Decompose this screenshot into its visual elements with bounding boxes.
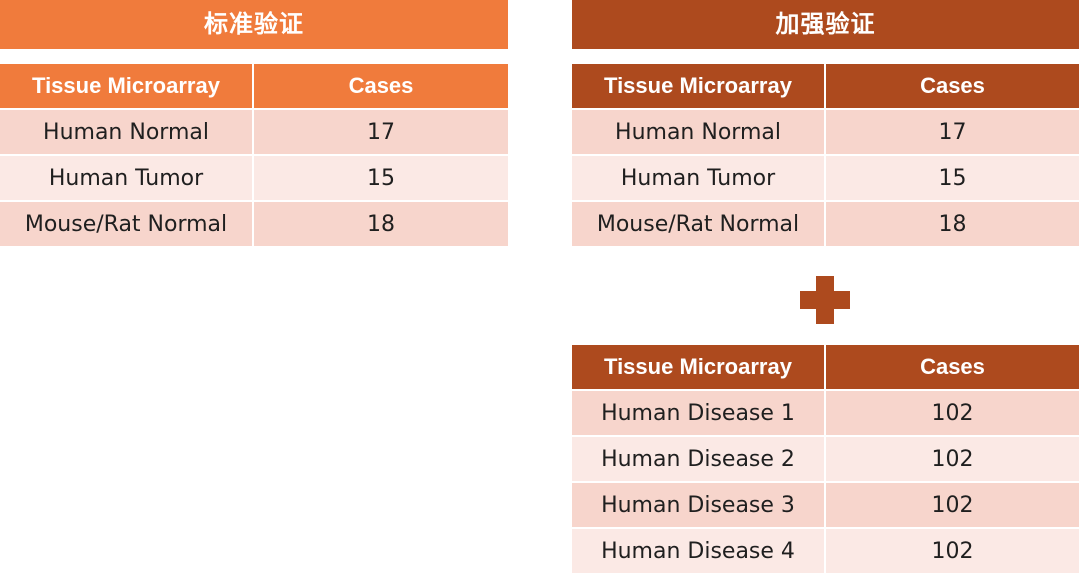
standard-validation-title: 标准验证	[0, 0, 508, 49]
standard-validation-panel: 标准验证 Tissue Microarray Cases Human Normal 1…	[0, 0, 508, 248]
cases-header: Cases	[825, 64, 1079, 110]
cases-header: Cases	[253, 64, 508, 110]
tissue-name-cell: Human Normal	[0, 109, 254, 156]
table-row: Human Disease 3 102	[572, 482, 1079, 529]
table-row: Human Disease 2 102	[572, 436, 1079, 483]
table-row: Human Tumor 15	[0, 155, 508, 202]
case-count-cell: 102	[825, 482, 1079, 529]
cases-header: Cases	[825, 345, 1079, 391]
case-count-cell: 102	[825, 390, 1079, 437]
plus-icon-vertical-bar	[816, 276, 834, 324]
tissue-name-cell: Human Tumor	[0, 155, 254, 202]
table-row: Mouse/Rat Normal 18	[0, 201, 508, 248]
table-header-row: Tissue Microarray Cases	[572, 64, 1079, 110]
case-count-cell: 15	[825, 155, 1079, 202]
case-count-cell: 17	[825, 109, 1079, 156]
case-count-cell: 18	[253, 201, 508, 248]
case-count-cell: 102	[825, 436, 1079, 483]
tissue-name-cell: Human Tumor	[572, 155, 826, 202]
tissue-name-cell: Mouse/Rat Normal	[0, 201, 254, 248]
plus-icon	[800, 276, 850, 324]
tissue-name-cell: Human Disease 2	[572, 436, 826, 483]
case-count-cell: 17	[253, 109, 508, 156]
case-count-cell: 102	[825, 528, 1079, 575]
table-row: Mouse/Rat Normal 18	[572, 201, 1079, 248]
tissue-name-cell: Human Disease 3	[572, 482, 826, 529]
table-row: Human Disease 1 102	[572, 390, 1079, 437]
table-row: Human Disease 4 102	[572, 528, 1079, 575]
tissue-microarray-header: Tissue Microarray	[572, 345, 826, 391]
table-header-row: Tissue Microarray Cases	[572, 345, 1079, 391]
tissue-name-cell: Human Disease 1	[572, 390, 826, 437]
tissue-microarray-header: Tissue Microarray	[0, 64, 254, 110]
enhanced-validation-panel: 加强验证 Tissue Microarray Cases Human Normal 1…	[572, 0, 1079, 575]
enhanced-tissue-microarray-table: Tissue Microarray Cases Human Normal 17 Huma…	[572, 64, 1079, 248]
table-header-row: Tissue Microarray Cases	[0, 64, 508, 110]
tissue-microarray-header: Tissue Microarray	[572, 64, 826, 110]
case-count-cell: 18	[825, 201, 1079, 248]
standard-tissue-microarray-table: Tissue Microarray Cases Human Normal 17 Huma…	[0, 64, 508, 248]
case-count-cell: 15	[253, 155, 508, 202]
table-row: Human Normal 17	[572, 109, 1079, 156]
tissue-name-cell: Human Normal	[572, 109, 826, 156]
table-row: Human Tumor 15	[572, 155, 1079, 202]
human-disease-microarray-table: Tissue Microarray Cases Human Disease 1 102…	[572, 345, 1079, 575]
table-row: Human Normal 17	[0, 109, 508, 156]
enhanced-validation-title: 加强验证	[572, 0, 1079, 49]
tissue-name-cell: Human Disease 4	[572, 528, 826, 575]
tissue-name-cell: Mouse/Rat Normal	[572, 201, 826, 248]
